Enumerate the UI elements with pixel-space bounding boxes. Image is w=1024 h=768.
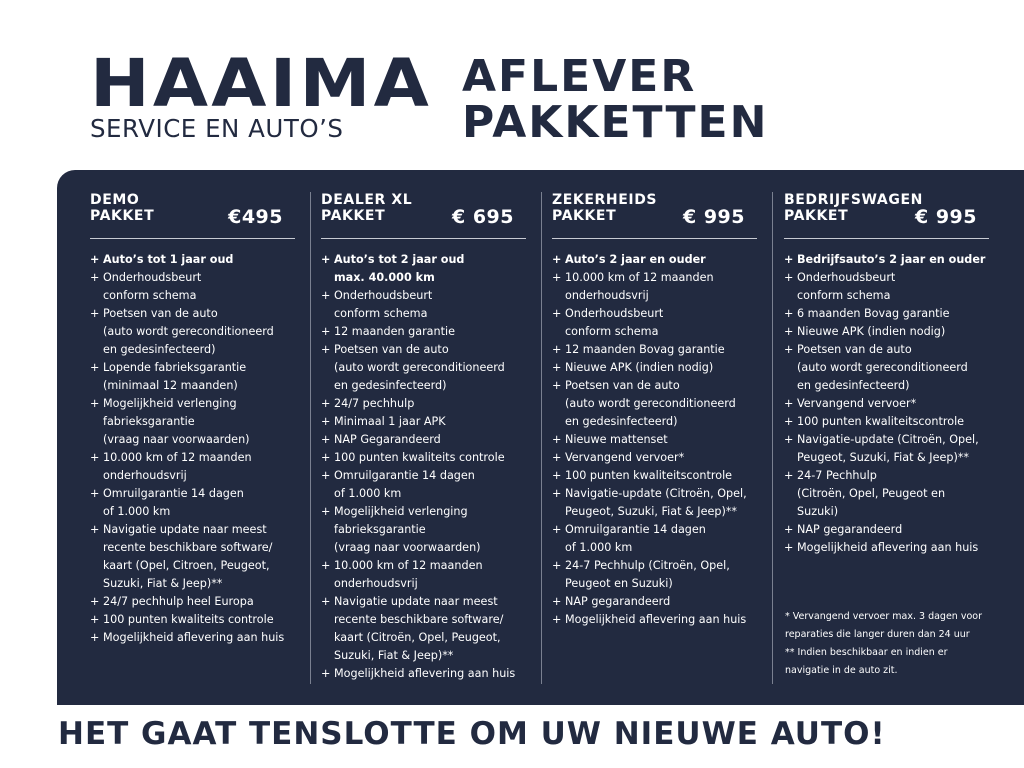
feature-item: Auto’s tot 2 jaar oud max. 40.000 km: [321, 251, 526, 287]
feature-item: 12 maanden Bovag garantie: [552, 341, 757, 359]
logo-name: HAAIMA: [90, 45, 433, 122]
feature-item: Lopende fabrieksgarantie (minimaal 12 ma…: [90, 359, 295, 395]
feature-item: Navigatie-update (Citroën, Opel, Peugeot…: [552, 485, 757, 521]
feature-item: 24-7 Pechhulp (Citroën, Opel, Peugeot en…: [784, 467, 989, 521]
feature-item: Omruilgarantie 14 dagen of 1.000 km: [552, 521, 757, 557]
feature-item: Navigatie update naar meest recente besc…: [321, 593, 526, 665]
feature-item: Navigatie-update (Citroën, Opel, Peugeot…: [784, 431, 989, 467]
feature-item: 24/7 pechhulp: [321, 395, 526, 413]
footnotes: * Vervangend vervoer max. 3 dagen voor r…: [785, 608, 982, 680]
packages-panel: DEMO PAKKET €495 Auto’s tot 1 jaar oudOn…: [57, 170, 1024, 705]
package-name: ZEKERHEIDS PAKKET: [552, 192, 658, 224]
feature-item: Minimaal 1 jaar APK: [321, 413, 526, 431]
package-price: € 995: [683, 206, 745, 228]
feature-item: Nieuwe APK (indien nodig): [784, 323, 989, 341]
page-title: AFLEVER PAKKETTEN: [462, 54, 768, 146]
feature-item: 24-7 Pechhulp (Citroën, Opel, Peugeot en…: [552, 557, 757, 593]
package-price: € 695: [452, 206, 514, 228]
feature-item: Mogelijkheid verlenging fabrieksgarantie…: [90, 395, 295, 449]
feature-item: Onderhoudsbeurt conform schema: [784, 269, 989, 305]
feature-item: Vervangend vervoer*: [552, 449, 757, 467]
package-features: Bedrijfsauto’s 2 jaar en ouderOnderhouds…: [784, 251, 989, 557]
feature-item: Mogelijkheid aflevering aan huis: [784, 539, 989, 557]
package-column: ZEKERHEIDS PAKKET € 995 Auto’s 2 jaar en…: [552, 192, 757, 629]
feature-item: Omruilgarantie 14 dagen of 1.000 km: [321, 467, 526, 503]
package-header: DEALER XL PAKKET € 695: [321, 192, 526, 239]
package-column: BEDRIJFSWAGEN PAKKET € 995 Bedrijfsauto’…: [784, 192, 989, 557]
feature-item: Onderhoudsbeurt conform schema: [552, 305, 757, 341]
feature-item: Navigatie update naar meest recente besc…: [90, 521, 295, 593]
footnote-1: * Vervangend vervoer max. 3 dagen voor r…: [785, 611, 982, 640]
package-header: DEMO PAKKET €495: [90, 192, 295, 239]
feature-item: 100 punten kwaliteitscontrole: [784, 413, 989, 431]
package-features: Auto’s 2 jaar en ouder10.000 km of 12 ma…: [552, 251, 757, 629]
package-price: €495: [228, 206, 283, 228]
package-column: DEMO PAKKET €495 Auto’s tot 1 jaar oudOn…: [90, 192, 295, 647]
feature-item: Onderhoudsbeurt conform schema: [321, 287, 526, 323]
feature-item: Mogelijkheid aflevering aan huis: [552, 611, 757, 629]
feature-item: Poetsen van de auto (auto wordt gerecond…: [784, 341, 989, 395]
package-features: Auto’s tot 1 jaar oudOnderhoudsbeurt con…: [90, 251, 295, 647]
package-name: DEALER XL PAKKET: [321, 192, 413, 224]
title-line-2: PAKKETTEN: [462, 97, 769, 148]
feature-item: Poetsen van de auto (auto wordt gerecond…: [321, 341, 526, 395]
feature-item: Mogelijkheid aflevering aan huis: [321, 665, 526, 683]
feature-item: NAP Gegarandeerd: [321, 431, 526, 449]
column-divider: [310, 192, 311, 684]
feature-item: Omruilgarantie 14 dagen of 1.000 km: [90, 485, 295, 521]
feature-item: 6 maanden Bovag garantie: [784, 305, 989, 323]
feature-item: 100 punten kwaliteitscontrole: [552, 467, 757, 485]
feature-item: 10.000 km of 12 maanden onderhoudsvrij: [552, 269, 757, 305]
haaima-logo: HAAIMA SERVICE EN AUTO’S: [90, 51, 429, 143]
package-header: ZEKERHEIDS PAKKET € 995: [552, 192, 757, 239]
feature-item: Mogelijkheid verlenging fabrieksgarantie…: [321, 503, 526, 557]
feature-item: NAP gegarandeerd: [552, 593, 757, 611]
feature-item: 24/7 pechhulp heel Europa: [90, 593, 295, 611]
logo-tagline: SERVICE EN AUTO’S: [90, 114, 344, 143]
feature-item: 10.000 km of 12 maanden onderhoudsvrij: [90, 449, 295, 485]
package-price: € 995: [915, 206, 977, 228]
feature-item: 100 punten kwaliteits controle: [321, 449, 526, 467]
feature-item: Bedrijfsauto’s 2 jaar en ouder: [784, 251, 989, 269]
feature-item: NAP gegarandeerd: [784, 521, 989, 539]
column-divider: [541, 192, 542, 684]
footnote-2: ** Indien beschikbaar en indien er navig…: [785, 647, 948, 676]
feature-item: Vervangend vervoer*: [784, 395, 989, 413]
feature-item: Mogelijkheid aflevering aan huis: [90, 629, 295, 647]
title-line-1: AFLEVER: [462, 51, 697, 102]
package-name: BEDRIJFSWAGEN PAKKET: [784, 192, 923, 224]
feature-item: Nieuwe mattenset: [552, 431, 757, 449]
feature-item: Poetsen van de auto (auto wordt gerecond…: [90, 305, 295, 359]
feature-item: Auto’s tot 1 jaar oud: [90, 251, 295, 269]
feature-item: 100 punten kwaliteits controle: [90, 611, 295, 629]
slogan: HET GAAT TENSLOTTE OM UW NIEUWE AUTO!: [58, 716, 886, 752]
package-column: DEALER XL PAKKET € 695 Auto’s tot 2 jaar…: [321, 192, 526, 683]
package-name: DEMO PAKKET: [90, 192, 155, 224]
column-divider: [772, 192, 773, 684]
feature-item: 12 maanden garantie: [321, 323, 526, 341]
feature-item: Auto’s 2 jaar en ouder: [552, 251, 757, 269]
package-header: BEDRIJFSWAGEN PAKKET € 995: [784, 192, 989, 239]
feature-item: 10.000 km of 12 maanden onderhoudsvrij: [321, 557, 526, 593]
feature-item: Onderhoudsbeurt conform schema: [90, 269, 295, 305]
feature-item: Nieuwe APK (indien nodig): [552, 359, 757, 377]
feature-item: Poetsen van de auto (auto wordt gerecond…: [552, 377, 757, 431]
package-features: Auto’s tot 2 jaar oud max. 40.000 kmOnde…: [321, 251, 526, 683]
